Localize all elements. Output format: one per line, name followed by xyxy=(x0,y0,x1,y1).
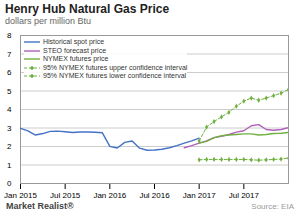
html-text:STEO forecast price: STEO forecast price xyxy=(43,46,106,54)
svg-text:1: 1 xyxy=(7,161,12,170)
html-text:Historical spot price: Historical spot price xyxy=(43,38,105,45)
html-text:Market Realist®: Market Realist® xyxy=(6,201,74,211)
html-text:dollars per million Btu: dollars per million Btu xyxy=(5,16,91,26)
svg-text:2: 2 xyxy=(7,142,12,151)
svg-text:5: 5 xyxy=(7,87,12,96)
html-text:Source: EIA: Source: EIA xyxy=(251,202,294,211)
svg-text:Jan 2016: Jan 2016 xyxy=(93,191,126,200)
html-text:95% NYMEX futures lower confid: 95% NYMEX futures lower confidence inter… xyxy=(43,72,187,79)
svg-text:Jul 2017: Jul 2017 xyxy=(229,191,260,200)
html-text:Henry Hub Natural Gas Price: Henry Hub Natural Gas Price xyxy=(5,2,170,16)
svg-text:4: 4 xyxy=(7,105,12,114)
svg-text:8: 8 xyxy=(7,31,12,40)
svg-text:6: 6 xyxy=(7,68,12,77)
html-text:95% NYMEX futures upper confid: 95% NYMEX futures upper confidence inter… xyxy=(43,63,188,71)
svg-text:Jan 2015: Jan 2015 xyxy=(4,191,37,200)
html-text:NYMEX futures price: NYMEX futures price xyxy=(43,55,109,62)
svg-text:3: 3 xyxy=(7,124,12,133)
svg-text:7: 7 xyxy=(7,50,12,59)
svg-text:Jul 2015: Jul 2015 xyxy=(50,191,81,200)
svg-text:0: 0 xyxy=(7,179,12,188)
svg-text:Jan 2017: Jan 2017 xyxy=(183,191,216,200)
svg-text:Jul 2016: Jul 2016 xyxy=(139,191,170,200)
